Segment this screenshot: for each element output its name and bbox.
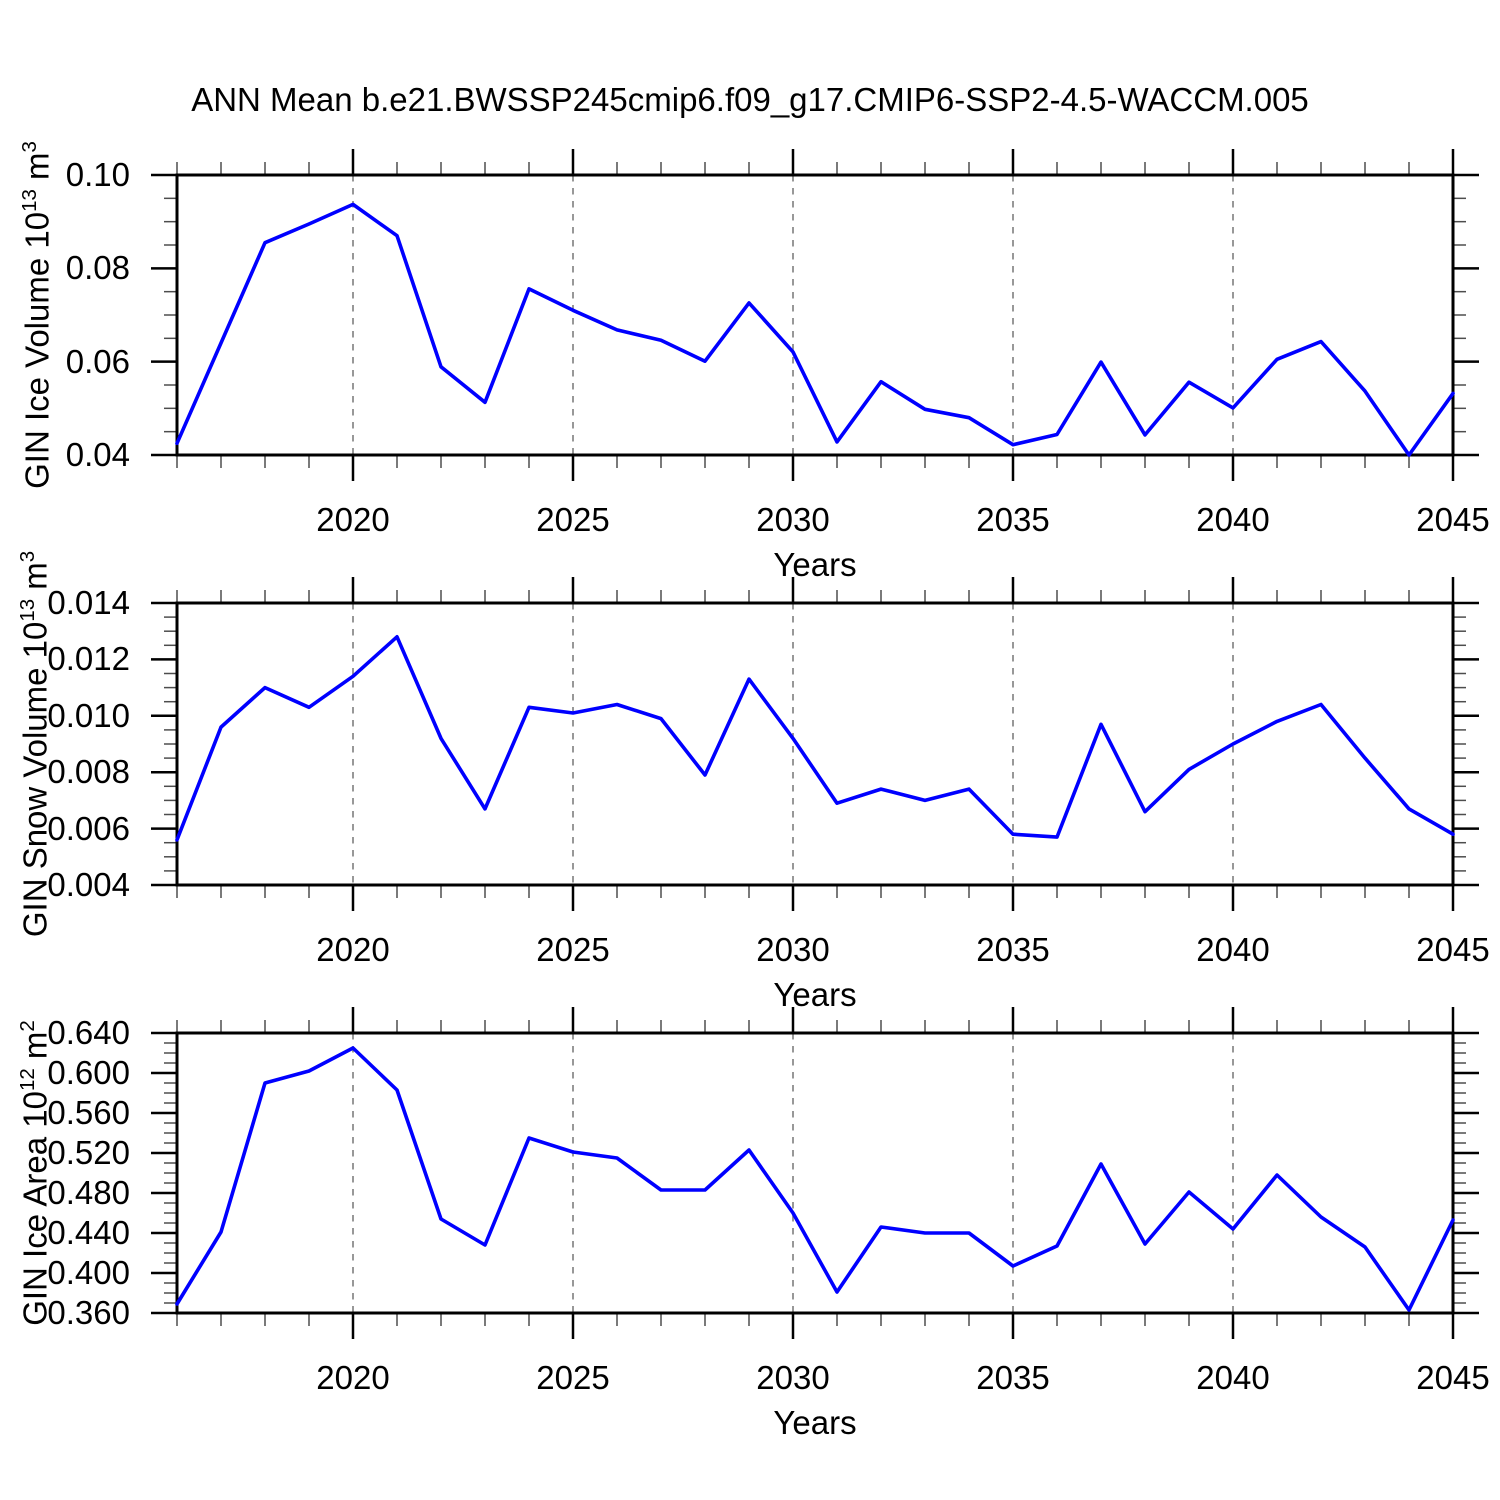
panel-2 [151,577,1479,911]
data-line-gin-ice-area [175,1046,1455,1312]
data-line-gin-snow-volume [175,634,1455,842]
panel-3-frame [175,1031,1455,1315]
panel-3 [151,1007,1479,1339]
data-line-gin-ice-volume [175,202,1455,457]
panel-1-frame [175,173,1455,457]
panel-1 [151,149,1479,481]
panel-2-frame [175,601,1455,887]
